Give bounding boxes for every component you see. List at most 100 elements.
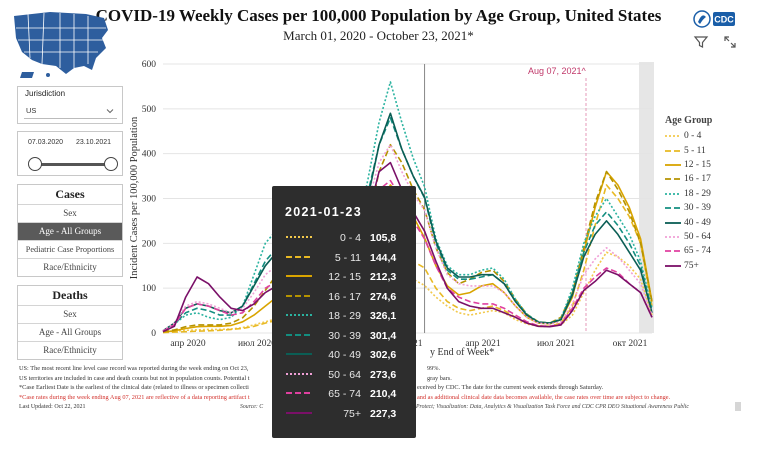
legend-swatch <box>665 236 681 238</box>
tooltip-label: 50 - 64 <box>328 368 361 381</box>
legend-item[interactable]: 5 - 11 <box>665 143 711 157</box>
tooltip-swatch <box>286 255 312 258</box>
jurisdiction-value: US <box>26 106 37 115</box>
legend-swatch <box>665 178 681 181</box>
y-tick-label: 100 <box>142 284 157 294</box>
tooltip-row: 5 - 11 144,4 <box>272 249 416 269</box>
deaths-panel-title: Deaths <box>52 288 88 302</box>
tooltip-row: 40 - 49 302,6 <box>272 346 416 366</box>
x-axis-label: y End of Week* <box>430 347 494 358</box>
source-left: Source: C <box>240 404 264 410</box>
tooltip-row: 16 - 17 274,6 <box>272 288 416 308</box>
cases-panel-title: Cases <box>55 187 85 201</box>
y-axis-label: Incident Cases per 100,000 Population <box>129 116 140 279</box>
cases-panel: Cases Sex Age - All Groups Pediatric Cas… <box>17 184 123 277</box>
tooltip-value: 273,6 <box>370 368 397 381</box>
series-line-4049[interactable] <box>162 112 653 332</box>
legend-label: 30 - 39 <box>684 203 711 214</box>
y-tick-label: 400 <box>142 150 157 160</box>
y-tick-label: 300 <box>142 195 157 205</box>
tooltip-label: 65 - 74 <box>328 388 361 400</box>
date-start[interactable]: 07.03.2020 <box>28 139 64 146</box>
date-range-slider: 07.03.2020 23.10.2021 <box>17 131 123 176</box>
deaths-age-all-groups-button[interactable]: Age - All Groups <box>18 323 122 341</box>
tooltip-swatch <box>286 333 312 336</box>
filter-icon[interactable] <box>693 34 709 50</box>
us-map-icon <box>14 12 108 78</box>
y-tick-label: 600 <box>142 60 157 70</box>
series-line-1829[interactable] <box>162 81 653 332</box>
tooltip-row: 50 - 64 273,6 <box>272 366 416 386</box>
footnote-line1-end: 99%. <box>427 365 441 372</box>
legend-item[interactable]: 50 - 64 <box>665 230 711 244</box>
legend-item[interactable]: 30 - 39 <box>665 201 711 215</box>
series-line-5064[interactable] <box>162 143 653 332</box>
series-line-1617[interactable] <box>162 143 653 333</box>
deaths-sex-button[interactable]: Sex <box>18 305 122 323</box>
legend-label: 65 - 74 <box>684 246 711 257</box>
jurisdiction-dropdown[interactable]: US <box>24 105 117 119</box>
tooltip-label: 0 - 4 <box>339 232 361 244</box>
source-right: Protect; Visualization: Data, Analytics … <box>416 404 689 410</box>
jurisdiction-filter: Jurisdiction US <box>17 86 123 124</box>
y-tick-label: 500 <box>142 105 157 115</box>
tooltip-value: 301,4 <box>370 329 397 342</box>
cases-sex-button[interactable]: Sex <box>18 204 122 222</box>
tooltip-swatch <box>286 392 312 394</box>
tooltip-value: 302,6 <box>370 349 397 361</box>
tooltip-row: 12 - 15 212,3 <box>272 268 416 288</box>
cases-pediatric-button[interactable]: Pediatric Case Proportions <box>18 240 122 258</box>
tooltip-value: 326,1 <box>370 310 397 322</box>
tooltip-label: 40 - 49 <box>328 349 361 361</box>
series-line-04[interactable] <box>162 251 653 333</box>
legend-item[interactable]: 16 - 17 <box>665 172 711 186</box>
slider-track[interactable] <box>32 163 114 166</box>
legend-item[interactable]: 0 - 4 <box>665 129 711 143</box>
page-subtitle: March 01, 2020 - October 23, 2021* <box>283 28 474 43</box>
y-axis-ticks: 0 100 200 300 400 500 600 <box>142 60 157 339</box>
slider-end-handle[interactable] <box>104 157 118 171</box>
legend-swatch <box>665 264 681 267</box>
scrollbar-thumb[interactable] <box>735 402 741 411</box>
legend-swatch <box>665 207 681 210</box>
legend-label: 75+ <box>684 260 699 271</box>
footnotes: US: The most recent line level case reco… <box>19 364 719 403</box>
series-line-6574[interactable] <box>162 179 653 332</box>
tooltip-label: 5 - 11 <box>334 251 361 264</box>
legend-label: 0 - 4 <box>684 131 702 142</box>
tooltip-swatch <box>286 372 312 375</box>
tooltip-swatch <box>286 236 312 238</box>
deaths-race-ethnicity-button[interactable]: Race/Ethnicity <box>18 341 122 359</box>
date-end[interactable]: 23.10.2021 <box>76 139 112 146</box>
tooltip-value: 274,6 <box>370 290 397 303</box>
tooltip-date: 2021-01-23 <box>285 205 362 219</box>
footnote-line3-end: eceived by CDC. The date for the current… <box>417 384 604 392</box>
expand-icon[interactable] <box>722 34 738 50</box>
cases-age-all-groups-button[interactable]: Age - All Groups <box>18 222 122 240</box>
tooltip-swatch <box>286 275 312 277</box>
legend-item[interactable]: 18 - 29 <box>665 187 711 201</box>
tooltip-label: 75+ <box>343 407 361 420</box>
legend-title: Age Group <box>665 115 713 126</box>
legend-item[interactable]: 40 - 49 <box>665 215 711 229</box>
footnote-line4-end: and as additional clinical date data bec… <box>417 394 671 402</box>
legend-item[interactable]: 65 - 74 <box>665 244 711 258</box>
tooltip-row: 18 - 29 326,1 <box>272 307 416 327</box>
x-tick-label: июл 2021 <box>537 339 575 349</box>
legend-item[interactable]: 12 - 15 <box>665 158 711 172</box>
tooltip-row: 0 - 4 105,8 <box>272 229 416 249</box>
legend-label: 18 - 29 <box>684 188 711 199</box>
legend-label: 16 - 17 <box>684 174 711 185</box>
cases-race-ethnicity-button[interactable]: Race/Ethnicity <box>18 258 122 276</box>
aug07-annotation: Aug 07, 2021^ <box>528 66 587 76</box>
footnote-line2-end: gray bars. <box>427 374 452 382</box>
legend-item[interactable]: 75+ <box>665 259 711 273</box>
tooltip-label: 18 - 29 <box>328 310 361 322</box>
tooltip-row: 65 - 74 210,4 <box>272 385 416 405</box>
legend-swatch <box>665 135 681 138</box>
legend-label: 5 - 11 <box>684 145 706 156</box>
slider-start-handle[interactable] <box>28 157 42 171</box>
tooltip-value: 227,3 <box>370 407 397 420</box>
tooltip-row: 30 - 39 301,4 <box>272 327 416 347</box>
y-tick-label: 200 <box>142 239 157 249</box>
